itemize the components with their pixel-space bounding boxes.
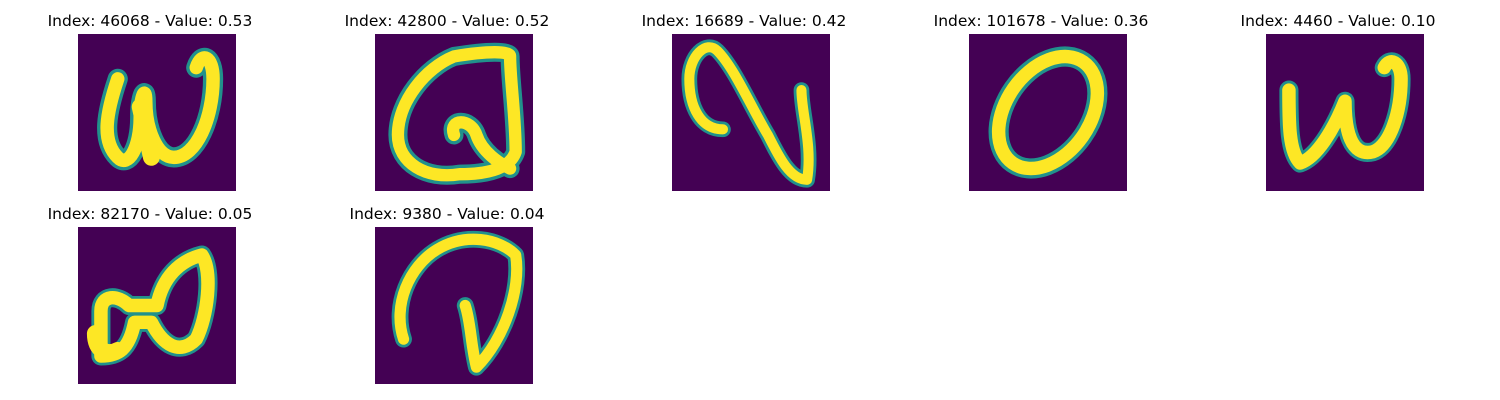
- panel-2: Index: 42800 - Value: 0.52: [297, 8, 597, 191]
- glyph-image: [969, 34, 1127, 191]
- w-shape-icon: [1279, 52, 1411, 173]
- panel-title: Index: 46068 - Value: 0.53: [47, 12, 253, 30]
- panel-3: Index: 16689 - Value: 0.42: [594, 8, 894, 191]
- panel-1: Index: 46068 - Value: 0.53: [0, 8, 300, 191]
- glyph-image: [78, 227, 236, 384]
- glyph-image: [672, 34, 830, 191]
- glyph-image: [375, 34, 533, 191]
- panel-title: Index: 101678 - Value: 0.36: [933, 12, 1149, 30]
- glyph-image: [1266, 34, 1424, 191]
- panel-4: Index: 101678 - Value: 0.36: [891, 8, 1191, 191]
- panel-title: Index: 16689 - Value: 0.42: [641, 12, 847, 30]
- panel-title: Index: 82170 - Value: 0.05: [47, 205, 253, 223]
- panel-7: Index: 9380 - Value: 0.04: [297, 201, 597, 384]
- q-shape-icon: [388, 42, 526, 185]
- panel-5: Index: 4460 - Value: 0.10: [1188, 8, 1488, 191]
- looped-a-shape-icon: [86, 245, 218, 366]
- glyph-image: [78, 34, 236, 191]
- w-loop-icon: [97, 47, 224, 171]
- panel-title: Index: 42800 - Value: 0.52: [344, 12, 550, 30]
- panel-6: Index: 82170 - Value: 0.05: [0, 201, 300, 384]
- j-hook-shape-icon: [391, 230, 526, 376]
- n-shape-icon: [681, 39, 817, 188]
- zero-shape-icon: [988, 46, 1108, 179]
- panel-title: Index: 4460 - Value: 0.10: [1240, 12, 1436, 30]
- glyph-image: [375, 227, 533, 384]
- panel-title: Index: 9380 - Value: 0.04: [349, 205, 545, 223]
